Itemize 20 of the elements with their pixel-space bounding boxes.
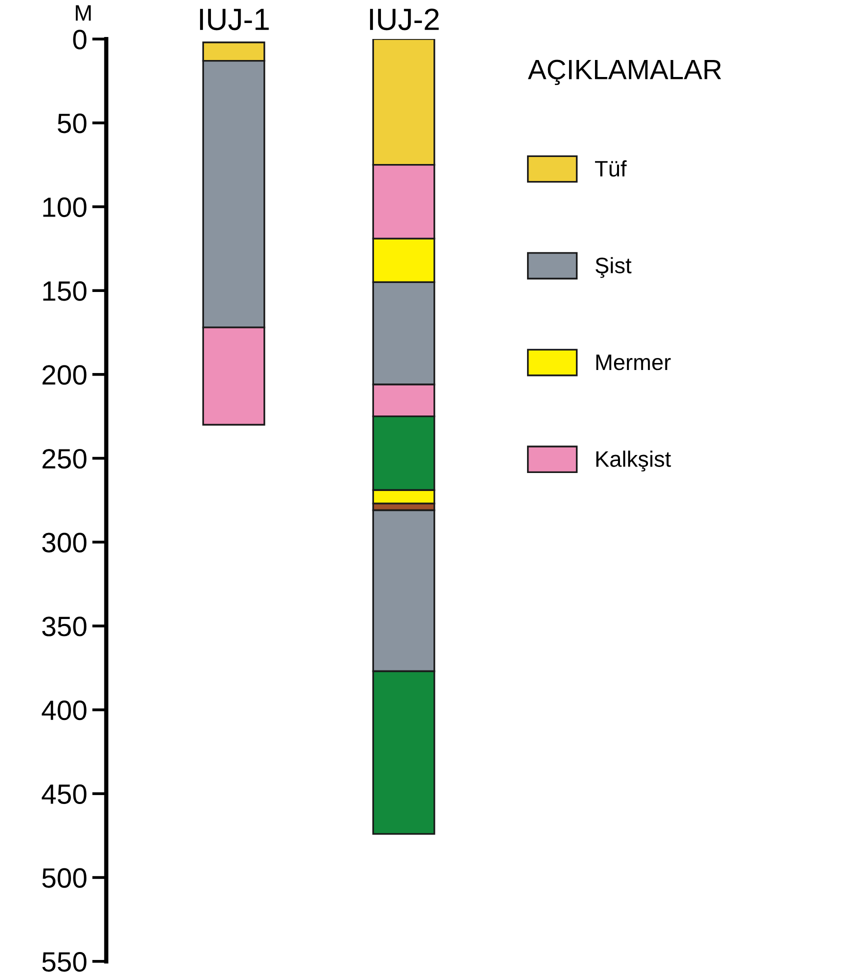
y-tick-label: 500 xyxy=(42,868,86,888)
y-axis-title: M xyxy=(76,5,91,21)
y-tick-label: 450 xyxy=(42,784,86,804)
y-tick-label: 50 xyxy=(58,114,86,134)
y-tick-label: 250 xyxy=(42,448,86,469)
y-tick-label: 0 xyxy=(73,30,86,50)
legend-label: Şist xyxy=(596,257,632,278)
y-tick-label: 200 xyxy=(42,365,86,385)
y-tick-label: 300 xyxy=(42,532,86,552)
y-tick-label: 150 xyxy=(43,281,86,301)
x-tick-label: IUJ-2 xyxy=(370,8,439,30)
y-tick-label: 100 xyxy=(43,197,86,218)
y-tick-label: 350 xyxy=(42,616,86,636)
legend-label: Mermer xyxy=(596,354,671,370)
legend-title: AÇIKLAMALAR xyxy=(528,60,722,86)
legend-label: Kalkşist xyxy=(596,450,671,472)
y-tick-label: 550 xyxy=(42,952,86,972)
y-tick-label: 400 xyxy=(42,700,86,720)
x-tick-label: IUJ-1 xyxy=(200,8,269,30)
legend-label: Tüf xyxy=(595,160,627,177)
